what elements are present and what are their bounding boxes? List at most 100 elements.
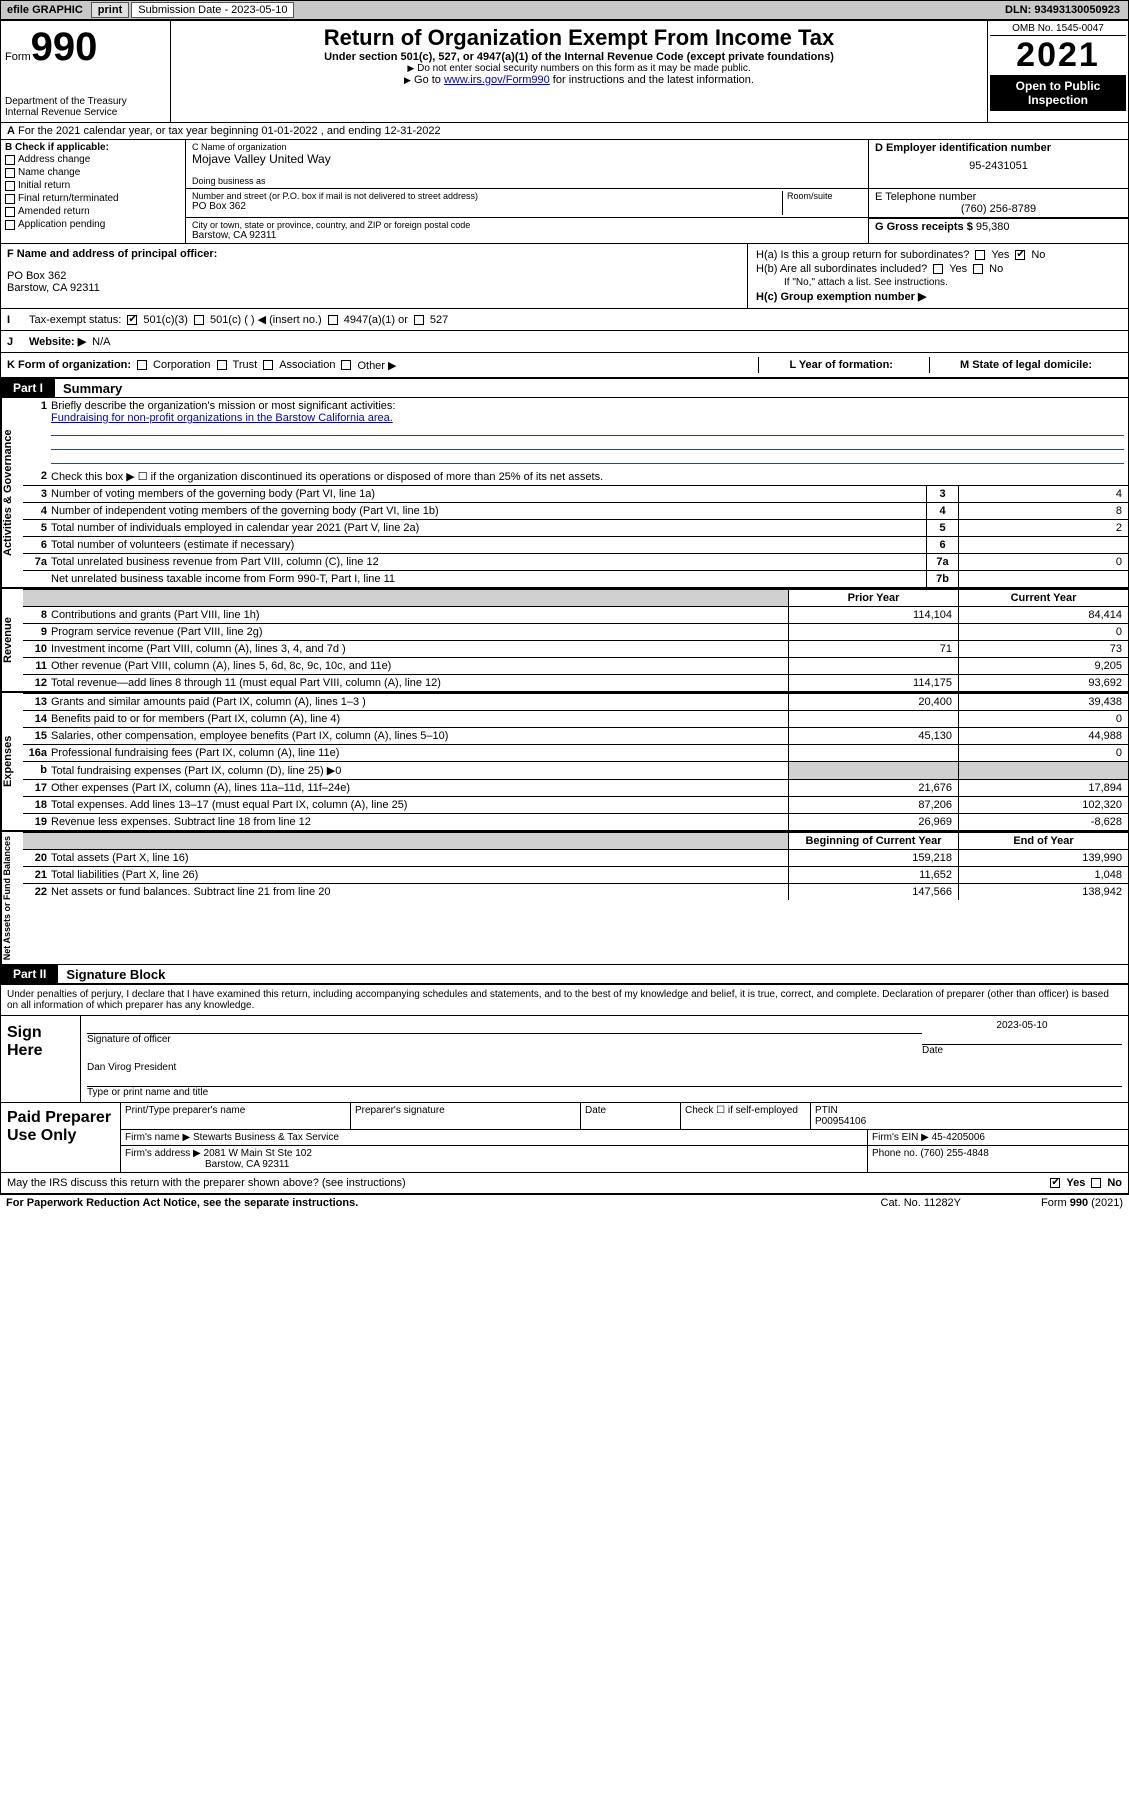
chk-other[interactable] [341, 360, 351, 370]
line19-prior: 26,969 [788, 814, 958, 830]
chk-4947[interactable] [328, 315, 338, 325]
gross-receipts-value: 95,380 [976, 221, 1010, 233]
chk-amended[interactable] [5, 207, 15, 217]
line15-text: Salaries, other compensation, employee b… [51, 730, 448, 742]
line6-text: Total number of volunteers (estimate if … [51, 539, 294, 551]
chk-501c3[interactable] [127, 315, 137, 325]
part-ii-title: Signature Block [58, 967, 165, 982]
line7b-val [958, 571, 1128, 587]
tax-status-label: Tax-exempt status: [29, 314, 121, 326]
chk-final-return[interactable] [5, 194, 15, 204]
dba-label: Doing business as [192, 176, 862, 186]
tax-year: 2021 [990, 36, 1126, 75]
form-prefix: Form [5, 51, 31, 63]
line12-current: 93,692 [958, 675, 1128, 691]
line5-text: Total number of individuals employed in … [51, 522, 419, 534]
prep-sig-label: Preparer's signature [351, 1103, 581, 1129]
penalty-declaration: Under penalties of perjury, I declare th… [1, 984, 1128, 1015]
part-ii-badge: Part II [1, 965, 58, 983]
note-ssn: Do not enter social security numbers on … [417, 63, 750, 74]
form-main: Form990 Department of the Treasury Inter… [0, 20, 1129, 1194]
omb-number: OMB No. 1545-0047 [990, 23, 1126, 36]
org-name-label: C Name of organization [192, 142, 862, 152]
chk-assoc[interactable] [263, 360, 273, 370]
check-b-title: B Check if applicable: [5, 142, 181, 153]
hb-yes-chk[interactable] [933, 264, 943, 274]
chk-501c[interactable] [194, 315, 204, 325]
chk-app-pending[interactable] [5, 220, 15, 230]
open-public-badge: Open to Public Inspection [990, 75, 1126, 111]
hb-no-chk[interactable] [973, 264, 983, 274]
discuss-no-chk[interactable] [1091, 1178, 1101, 1188]
chk-527[interactable] [414, 315, 424, 325]
line13-text: Grants and similar amounts paid (Part IX… [51, 696, 366, 708]
officer-label: F Name and address of principal officer: [7, 248, 217, 260]
line4-text: Number of independent voting members of … [51, 505, 439, 517]
hdr-begin: Beginning of Current Year [788, 833, 958, 849]
mission-prompt: Briefly describe the organization's miss… [51, 400, 395, 412]
footer-cat: Cat. No. 11282Y [881, 1197, 1042, 1209]
line3-val: 4 [958, 486, 1128, 502]
line8-text: Contributions and grants (Part VIII, lin… [51, 609, 260, 621]
officer-addr2: Barstow, CA 92311 [7, 282, 741, 294]
firm-addr-label: Firm's address ▶ [125, 1148, 201, 1159]
hdr-current: Current Year [958, 590, 1128, 606]
sign-date-label: Date [922, 1045, 1122, 1056]
line18-prior: 87,206 [788, 797, 958, 813]
firm-addr2: Barstow, CA 92311 [125, 1159, 289, 1170]
line7b-text: Net unrelated business taxable income fr… [51, 573, 395, 585]
line19-text: Revenue less expenses. Subtract line 18 … [51, 816, 311, 828]
title-cell: Return of Organization Exempt From Incom… [171, 21, 988, 122]
gross-receipts-label: G Gross receipts $ [875, 221, 973, 233]
print-button[interactable]: print [91, 2, 129, 18]
ha-label: H(a) Is this a group return for subordin… [756, 249, 969, 261]
hc-label: H(c) Group exemption number ▶ [756, 290, 926, 303]
side-governance: Activities & Governance [1, 398, 23, 587]
line5-val: 2 [958, 520, 1128, 536]
line19-current: -8,628 [958, 814, 1128, 830]
discuss-yes-chk[interactable] [1050, 1178, 1060, 1188]
prep-date-label: Date [581, 1103, 681, 1129]
chk-initial-return[interactable] [5, 181, 15, 191]
firm-phone: (760) 255-4848 [920, 1148, 988, 1159]
street-label: Number and street (or P.O. box if mail i… [192, 191, 782, 201]
line21-begin: 11,652 [788, 867, 958, 883]
line-a-taxyear: A For the 2021 calendar year, or tax yea… [1, 122, 1128, 140]
chk-corp[interactable] [137, 360, 147, 370]
line18-text: Total expenses. Add lines 13–17 (must eq… [51, 799, 407, 811]
instructions-link[interactable]: www.irs.gov/Form990 [444, 74, 550, 86]
line17-prior: 21,676 [788, 780, 958, 796]
prep-check-label: Check ☐ if self-employed [681, 1103, 811, 1129]
line22-text: Net assets or fund balances. Subtract li… [51, 886, 330, 898]
chk-name-change[interactable] [5, 168, 15, 178]
city-label: City or town, state or province, country… [192, 220, 862, 230]
website-value: N/A [92, 336, 110, 348]
chk-address-change[interactable] [5, 155, 15, 165]
footer-pra: For Paperwork Reduction Act Notice, see … [6, 1197, 881, 1209]
ein-value: 95-2431051 [875, 154, 1122, 172]
side-netassets: Net Assets or Fund Balances [1, 832, 23, 964]
sign-here-label: Sign Here [1, 1016, 81, 1102]
line14-text: Benefits paid to or for members (Part IX… [51, 713, 340, 725]
mission-text[interactable]: Fundraising for non-profit organizations… [51, 412, 393, 424]
form-title: Return of Organization Exempt From Incom… [173, 25, 985, 51]
line-i-letter: I [7, 314, 23, 326]
line21-end: 1,048 [958, 867, 1128, 883]
line21-text: Total liabilities (Part X, line 26) [51, 869, 198, 881]
firm-ein-label: Firm's EIN ▶ [872, 1132, 929, 1143]
ptin-label: PTIN [815, 1105, 1124, 1116]
line17-current: 17,894 [958, 780, 1128, 796]
discuss-text: May the IRS discuss this return with the… [7, 1177, 406, 1189]
ha-no-chk[interactable] [1015, 250, 1025, 260]
part-i-title: Summary [55, 381, 122, 396]
line22-end: 138,942 [958, 884, 1128, 900]
line8-prior: 114,104 [788, 607, 958, 623]
side-expenses: Expenses [1, 693, 23, 830]
line9-text: Program service revenue (Part VIII, line… [51, 626, 263, 638]
efile-label: efile GRAPHIC [1, 4, 89, 16]
line10-current: 73 [958, 641, 1128, 657]
check-b-box: B Check if applicable: Address change Na… [1, 140, 186, 243]
org-name: Mojave Valley United Way [192, 152, 862, 166]
chk-trust[interactable] [217, 360, 227, 370]
ha-yes-chk[interactable] [975, 250, 985, 260]
